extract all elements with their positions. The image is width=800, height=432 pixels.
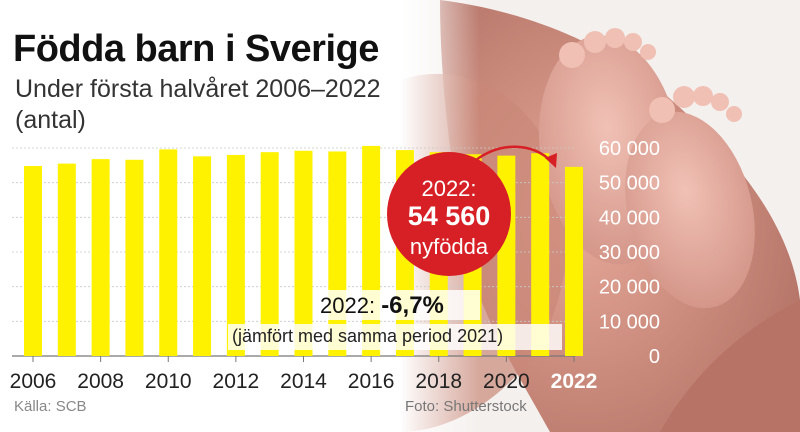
x-tick-label: 2020 <box>483 370 530 393</box>
bar-2022 <box>565 166 583 356</box>
bar-2011 <box>193 156 212 356</box>
x-tick-label: 2014 <box>280 370 327 393</box>
bar-2010 <box>159 149 178 356</box>
chart-title: Födda barn i Sverige <box>13 28 379 70</box>
arrow-icon <box>475 145 553 163</box>
chart-subtitle: Under första halvåret 2006–2022 (antal) <box>15 75 381 134</box>
callout-value: 54 560 <box>407 201 491 231</box>
bar-2008 <box>91 159 110 356</box>
y-tick-label: 10 000 <box>599 311 660 333</box>
comparison-note-backdrop <box>228 324 562 350</box>
x-tick-label: 2006 <box>10 370 57 393</box>
comparison-note: (jämfört med samma period 2021) <box>232 326 504 346</box>
x-tick-label: 2022 <box>551 370 598 393</box>
source-label: Källa: SCB <box>14 398 87 415</box>
callout-year: 2022: <box>421 176 477 201</box>
y-tick-label: 0 <box>649 346 660 368</box>
change-note-backdrop <box>316 290 480 320</box>
change-note-prefix: 2022: <box>320 293 376 318</box>
bar-2021 <box>531 153 550 356</box>
photo-credit: Foto: Shutterstock <box>405 398 527 415</box>
x-tick-label: 2018 <box>415 370 462 393</box>
bar-2006 <box>24 166 42 356</box>
y-tick-label: 40 000 <box>599 207 660 229</box>
x-tick-label: 2008 <box>77 370 124 393</box>
y-tick-label: 30 000 <box>599 242 660 264</box>
bar-2014 <box>294 150 313 356</box>
y-tick-label: 50 000 <box>599 173 660 195</box>
bar-2012 <box>226 154 245 356</box>
arrowhead-icon <box>545 153 557 168</box>
y-tick-label: 20 000 <box>599 277 660 299</box>
x-tick-label: 2016 <box>348 370 395 393</box>
bar-2013 <box>260 152 279 356</box>
baby-feet-photo <box>400 0 800 432</box>
y-tick-label: 60 000 <box>599 138 660 160</box>
bar-2009 <box>125 159 144 356</box>
y-tick-labels: 0 10 000 20 000 30 000 40 000 50 000 60 000 <box>599 138 660 368</box>
bar-2007 <box>57 163 76 356</box>
x-tick-labels: 2006 2008 2010 2012 2014 2016 2018 2020 2022 <box>10 356 598 393</box>
change-note-value: -6,7% <box>381 292 444 319</box>
x-tick-label: 2012 <box>213 370 260 393</box>
x-tick-label: 2010 <box>145 370 192 393</box>
callout-badge: 2022: 54 560 nyfödda <box>387 152 511 276</box>
callout-unit: nyfödda <box>409 234 489 259</box>
change-note: 2022: -6,7% <box>320 292 444 320</box>
